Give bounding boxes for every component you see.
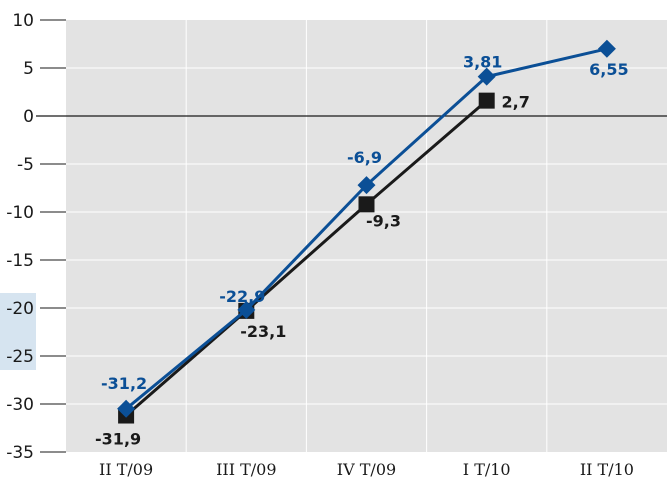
y-tick-label: -30 bbox=[6, 395, 34, 415]
y-tick-label: -5 bbox=[17, 155, 34, 175]
data-label: -22,9 bbox=[219, 287, 265, 306]
x-tick-label: IV T/09 bbox=[337, 460, 396, 479]
y-tick-label: -25 bbox=[6, 347, 34, 367]
diamond-marker bbox=[117, 399, 136, 418]
data-label: -31,9 bbox=[95, 430, 141, 449]
diamond-marker bbox=[237, 300, 256, 319]
square-marker bbox=[478, 92, 495, 109]
diamond-marker bbox=[597, 39, 616, 58]
diamond-marker bbox=[477, 67, 496, 86]
y-tick-label: -10 bbox=[6, 203, 34, 223]
data-label: 6,55 bbox=[589, 60, 628, 79]
square-marker bbox=[358, 196, 375, 213]
y-tick-label: -35 bbox=[6, 443, 34, 463]
y-tick-label: -20 bbox=[6, 299, 34, 319]
data-label: -31,2 bbox=[101, 374, 147, 393]
plot-area bbox=[66, 20, 667, 452]
y-tick-label: 0 bbox=[23, 107, 34, 127]
diamond-marker bbox=[357, 176, 376, 195]
y-tick-label: -15 bbox=[6, 251, 34, 271]
data-label: -23,1 bbox=[240, 322, 286, 341]
data-label: -6,9 bbox=[347, 148, 382, 167]
y-tick-label: 10 bbox=[12, 11, 34, 31]
y-tick-label: 5 bbox=[23, 59, 34, 79]
x-tick-label: I T/10 bbox=[463, 460, 511, 479]
x-tick-label: III T/09 bbox=[216, 460, 276, 479]
data-label: -9,3 bbox=[366, 211, 401, 230]
x-axis: II T/09 III T/09 IV T/09 I T/10 II T/10 bbox=[99, 460, 634, 479]
y-axis: 10 5 0 -5 -10 -15 -20 -25 -30 -35 bbox=[6, 11, 66, 463]
x-tick-label: II T/10 bbox=[580, 460, 634, 479]
series-line-1 bbox=[125, 99, 488, 417]
x-tick-label: II T/09 bbox=[99, 460, 153, 479]
y-axis-highlight-band bbox=[0, 293, 36, 370]
series-group bbox=[117, 39, 616, 424]
data-label: 3,81 bbox=[463, 53, 502, 72]
data-labels: -31,2 -22,9 -6,9 3,81 6,55 -31,9 -23,1 -9,3 2,7 bbox=[95, 53, 629, 449]
data-label: 2,7 bbox=[502, 93, 530, 112]
